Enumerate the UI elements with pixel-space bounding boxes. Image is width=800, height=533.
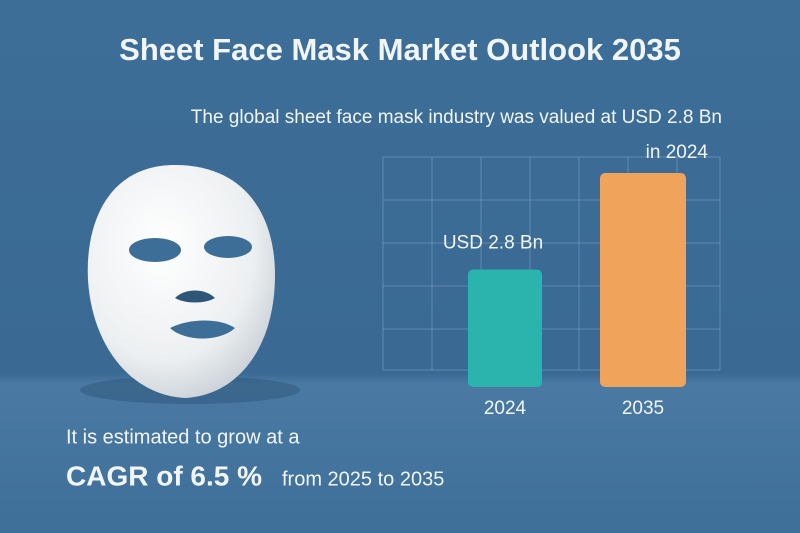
mask-illustration: [80, 165, 300, 404]
chart-title: Sheet Face Mask Market Outlook 2035: [119, 32, 681, 67]
bar: [468, 269, 542, 387]
value-label: USD 2.8 Bn: [443, 233, 543, 254]
footer-highlight: CAGR of 6.5 %: [66, 460, 262, 491]
x-tick-label: 2024: [484, 398, 527, 419]
bar: [600, 173, 686, 387]
subtitle: in 2024: [646, 142, 709, 163]
x-tick-label: 2035: [622, 398, 664, 419]
footer-text: It is estimated to grow at a: [66, 426, 300, 448]
footer-text: from 2025 to 2035: [282, 468, 444, 490]
subtitle: The global sheet face mask industry was …: [191, 107, 722, 128]
